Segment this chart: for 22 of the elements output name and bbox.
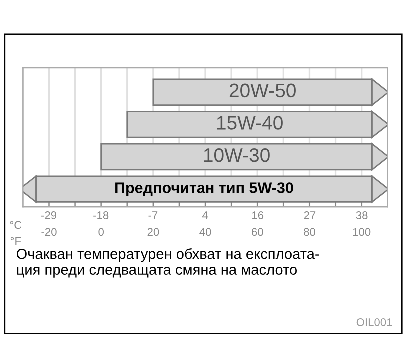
x-tick-label: -20 bbox=[42, 228, 57, 236]
y-tick-label: 10W-30 bbox=[204, 148, 270, 162]
x2-tick-label: -18 bbox=[94, 212, 109, 220]
x2-tick-label: -29 bbox=[41, 212, 57, 220]
x2-axis-title: °C bbox=[10, 221, 22, 230]
x-tick-label: 100 bbox=[353, 228, 371, 236]
x-tick-label: 40 bbox=[200, 228, 212, 236]
y-tick-label: Предпочитан тип 5W-30 bbox=[116, 182, 294, 196]
y-tick-label: 20W-50 bbox=[230, 84, 296, 98]
x2-tick-label: 27 bbox=[304, 212, 316, 220]
text: OIL001 bbox=[356, 318, 392, 326]
x2-tick-label: 4 bbox=[202, 212, 208, 220]
y-tick-label: 15W-40 bbox=[217, 116, 283, 130]
text: Очакван температурен обхват на експлоата- ция преди следващата смяна на маслото bbox=[16, 248, 320, 278]
x-tick-label: 0 bbox=[98, 228, 104, 236]
x-axis-title: °F bbox=[10, 237, 22, 246]
x2-tick-label: -7 bbox=[148, 212, 158, 220]
x2-tick-label: 16 bbox=[252, 212, 264, 220]
x2-tick-label: 38 bbox=[356, 212, 368, 220]
x-tick-label: 60 bbox=[252, 228, 264, 236]
x-tick-label: 80 bbox=[304, 228, 316, 236]
x-tick-label: 20 bbox=[148, 228, 160, 236]
